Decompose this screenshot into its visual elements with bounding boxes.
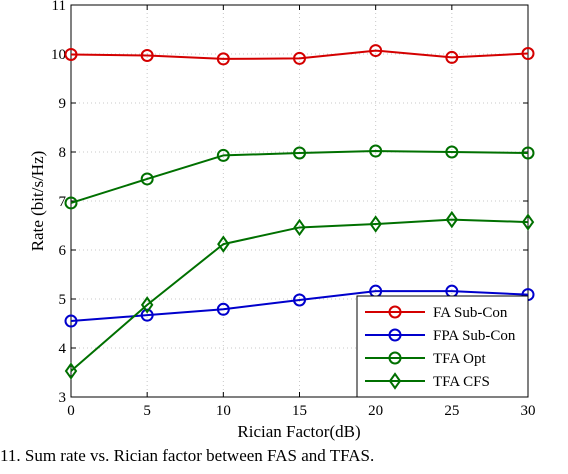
legend-marker bbox=[388, 328, 402, 342]
data-point-fa-sub-con bbox=[293, 51, 306, 65]
data-point-tfa-cfs bbox=[64, 362, 78, 380]
x-tick-label: 20 bbox=[368, 403, 383, 419]
y-tick-label: 9 bbox=[59, 96, 67, 112]
y-tick-label: 6 bbox=[59, 243, 67, 259]
y-axis-title: Rate (bit/s/Hz) bbox=[28, 151, 47, 252]
y-tick-label: 5 bbox=[59, 292, 67, 308]
legend: FA Sub-Con FPA Sub-Con TFA Opt TFA CFS bbox=[356, 295, 529, 398]
data-point-tfa-cfs bbox=[369, 215, 382, 233]
data-point-tfa-opt bbox=[445, 145, 459, 159]
series-tfa-opt bbox=[64, 144, 535, 210]
legend-label: FPA Sub-Con bbox=[433, 328, 516, 344]
data-point-fpa-sub-con bbox=[140, 308, 154, 322]
series-line-fpa-sub-con bbox=[70, 290, 529, 323]
x-tick-label: 15 bbox=[292, 403, 307, 419]
data-point-tfa-cfs bbox=[445, 210, 459, 229]
data-point-tfa-cfs bbox=[217, 235, 230, 253]
data-point-tfa-cfs bbox=[293, 218, 306, 237]
series-fpa-sub-con bbox=[64, 284, 535, 328]
legend-marker bbox=[388, 372, 402, 390]
line-chart: 0 5 10 15 20 25 30 3 4 5 6 7 8 9 10 11 Rician Factor(dB… bbox=[28, 0, 536, 441]
data-point-tfa-opt bbox=[369, 144, 383, 158]
y-tick-label: 11 bbox=[52, 0, 66, 14]
data-point-fa-sub-con bbox=[521, 47, 535, 61]
series-line-tfa-cfs bbox=[70, 218, 529, 372]
data-point-fa-sub-con bbox=[64, 47, 78, 61]
legend-item-tfa-opt: TFA Opt bbox=[365, 351, 486, 367]
legend-label: FA Sub-Con bbox=[433, 305, 508, 321]
x-tick-label: 0 bbox=[67, 403, 75, 419]
y-tick-label: 3 bbox=[59, 390, 67, 406]
data-point-fa-sub-con bbox=[445, 50, 459, 64]
legend-item-fa-sub-con: FA Sub-Con bbox=[365, 305, 508, 321]
x-tick-label: 10 bbox=[216, 403, 231, 419]
data-point-tfa-cfs bbox=[521, 213, 535, 231]
legend-marker bbox=[388, 351, 402, 365]
x-tick-label: 25 bbox=[444, 403, 459, 419]
data-point-fa-sub-con bbox=[369, 44, 383, 58]
data-point-fa-sub-con bbox=[140, 48, 154, 62]
legend-item-fpa-sub-con: FPA Sub-Con bbox=[365, 328, 516, 344]
x-tick-label: 5 bbox=[143, 403, 151, 419]
series-group bbox=[64, 44, 535, 380]
data-point-tfa-opt bbox=[140, 172, 154, 186]
legend-label: TFA CFS bbox=[433, 374, 490, 390]
y-tick-label: 8 bbox=[59, 145, 67, 161]
axis-ticks: 0 5 10 15 20 25 30 3 4 5 6 7 8 9 10 11 bbox=[51, 0, 536, 419]
data-point-fpa-sub-con bbox=[293, 293, 306, 307]
series-line-tfa-opt bbox=[70, 150, 529, 204]
series-line-fa-sub-con bbox=[70, 49, 529, 60]
data-point-fpa-sub-con bbox=[64, 314, 78, 328]
data-point-fpa-sub-con bbox=[216, 302, 230, 316]
x-tick-label: 30 bbox=[521, 403, 536, 419]
data-point-tfa-opt bbox=[64, 196, 78, 210]
data-point-tfa-opt bbox=[293, 146, 306, 160]
y-tick-label: 7 bbox=[59, 194, 67, 210]
data-point-fa-sub-con bbox=[216, 52, 230, 66]
legend-marker bbox=[388, 305, 402, 319]
y-tick-label: 10 bbox=[51, 47, 66, 63]
figure-caption: 11. Sum rate vs. Rician factor between F… bbox=[0, 446, 375, 465]
legend-item-tfa-cfs: TFA CFS bbox=[365, 372, 490, 390]
legend-label: TFA Opt bbox=[433, 351, 486, 367]
data-point-tfa-opt bbox=[521, 146, 535, 160]
data-point-tfa-cfs bbox=[140, 296, 154, 314]
x-axis-title: Rician Factor(dB) bbox=[237, 422, 360, 441]
series-fa-sub-con bbox=[64, 44, 535, 66]
data-point-tfa-opt bbox=[216, 148, 230, 162]
series-tfa-cfs bbox=[64, 210, 535, 380]
y-tick-label: 4 bbox=[59, 341, 67, 357]
